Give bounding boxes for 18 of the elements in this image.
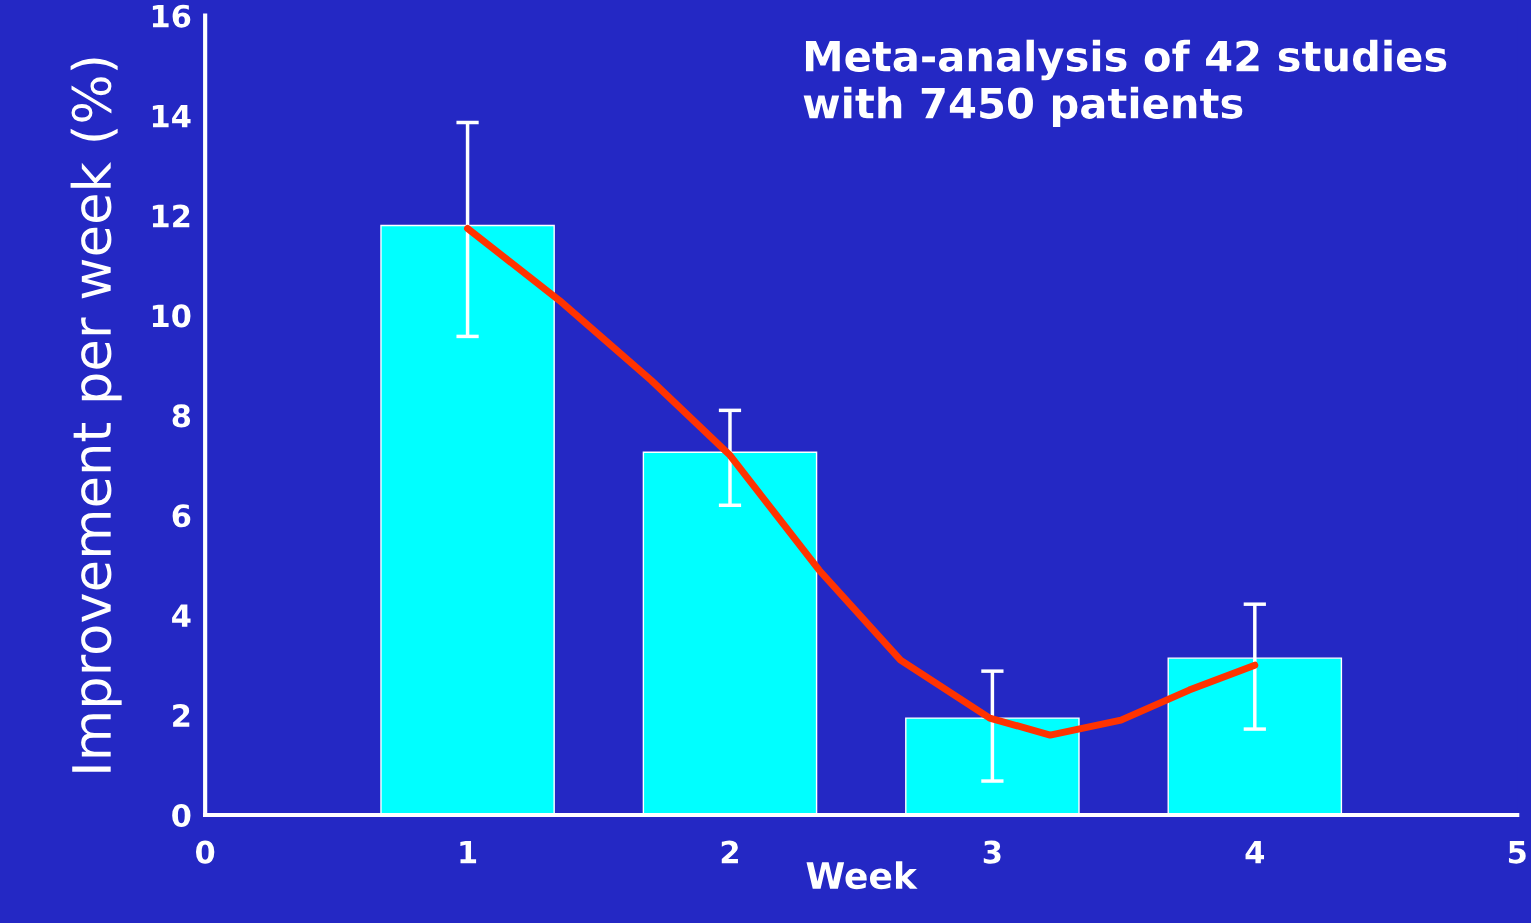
annotation: Meta-analysis of 42 studies with 7450 patients bbox=[803, 39, 1447, 127]
y-tick-label: 12 bbox=[152, 204, 190, 228]
y-tick-label: 6 bbox=[172, 504, 191, 528]
y-tick-label: 8 bbox=[172, 404, 191, 428]
x-axis-title: Week bbox=[806, 861, 918, 890]
x-tick-label: 4 bbox=[1245, 840, 1265, 864]
x-tick-label: 3 bbox=[983, 840, 1001, 864]
x-tick-label: 5 bbox=[1508, 840, 1526, 864]
y-tick-label: 14 bbox=[152, 104, 191, 128]
y-tick-label: 4 bbox=[172, 604, 191, 627]
x-tick-label: 0 bbox=[195, 840, 215, 864]
y-tick-label: 16 bbox=[152, 4, 191, 28]
x-tick-label: 1 bbox=[460, 840, 477, 864]
y-tick-label: 10 bbox=[152, 304, 191, 328]
y-axis-title: Improvement per week (%) bbox=[70, 58, 122, 772]
x-tick-label: 2 bbox=[721, 840, 738, 864]
y-tick-label: 2 bbox=[173, 704, 190, 727]
y-tick-label: 0 bbox=[172, 803, 191, 828]
